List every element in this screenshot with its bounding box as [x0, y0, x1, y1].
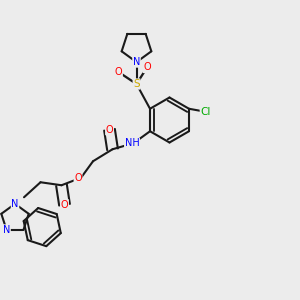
Text: N: N	[133, 57, 140, 67]
Text: O: O	[61, 200, 68, 210]
Text: O: O	[74, 173, 82, 183]
Text: Cl: Cl	[200, 107, 211, 117]
Text: N: N	[11, 199, 19, 209]
Text: NH: NH	[124, 138, 140, 148]
Text: S: S	[133, 79, 140, 89]
Text: O: O	[143, 62, 151, 73]
Text: N: N	[3, 225, 10, 235]
Text: O: O	[115, 67, 122, 77]
Text: O: O	[106, 125, 113, 135]
